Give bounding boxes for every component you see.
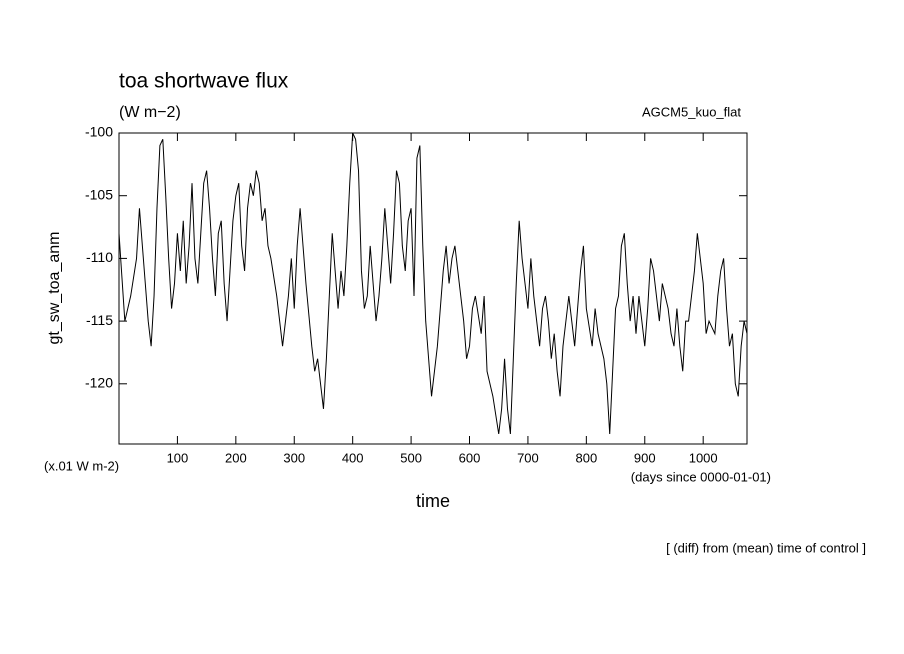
footnote: [ (diff) from (mean) time of control ] — [666, 540, 866, 555]
data-line — [118, 132, 748, 435]
x-tick-label: 400 — [342, 450, 364, 465]
y-tick-label: -120 — [85, 375, 113, 391]
x-tick-label: 600 — [459, 450, 481, 465]
x-tick-label: 900 — [634, 450, 656, 465]
x-tick-label: 300 — [283, 450, 305, 465]
chart-title: toa shortwave flux — [119, 70, 289, 93]
x-tick-label: 100 — [167, 450, 189, 465]
y-tick-label: -110 — [86, 249, 113, 265]
x-axis-label: time — [416, 491, 450, 511]
subtitle: (W m−2) — [119, 104, 181, 121]
y-tick-label: -105 — [85, 186, 113, 202]
y-tick-label: -115 — [86, 312, 113, 328]
x-tick-label: 500 — [400, 450, 422, 465]
x-unit-label: (days since 0000-01-01) — [631, 469, 771, 484]
annotation: AGCM5_kuo_flat — [642, 104, 741, 119]
x-tick-label: 200 — [225, 450, 247, 465]
x-tick-label: 700 — [517, 450, 539, 465]
y-tick-label: -100 — [85, 124, 113, 140]
x-tick-label: 800 — [575, 450, 597, 465]
x-tick-label: 1000 — [689, 450, 718, 465]
y-axis-label: gt_sw_toa_anm — [46, 232, 63, 345]
plot-frame — [118, 132, 748, 445]
y-unit-label: (x.01 W m-2) — [44, 458, 119, 473]
